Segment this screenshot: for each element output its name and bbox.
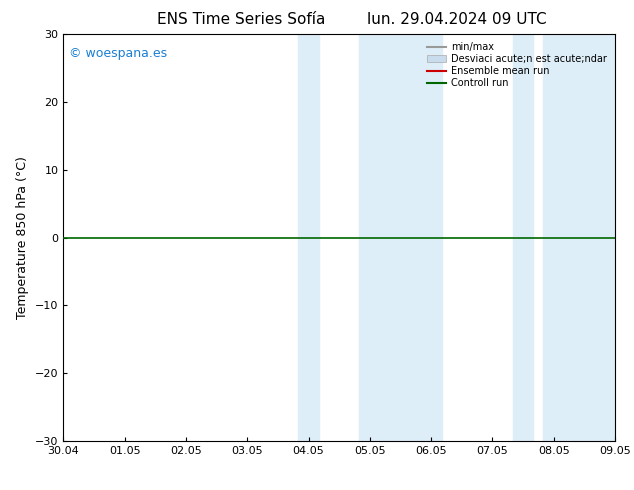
Bar xyxy=(359,34,441,441)
Text: © woespana.es: © woespana.es xyxy=(69,47,167,59)
Bar xyxy=(543,34,615,441)
Y-axis label: Temperature 850 hPa (°C): Temperature 850 hPa (°C) xyxy=(16,156,30,319)
Text: lun. 29.04.2024 09 UTC: lun. 29.04.2024 09 UTC xyxy=(366,12,547,27)
Bar xyxy=(513,34,533,441)
Text: ENS Time Series Sofía: ENS Time Series Sofía xyxy=(157,12,325,27)
Bar xyxy=(298,34,319,441)
Legend: min/max, Desviaci acute;n est acute;ndar, Ensemble mean run, Controll run: min/max, Desviaci acute;n est acute;ndar… xyxy=(424,39,610,91)
